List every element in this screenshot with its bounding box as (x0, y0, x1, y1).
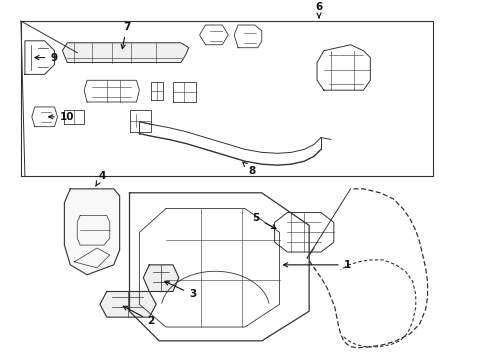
Text: 10: 10 (49, 112, 74, 122)
Text: 3: 3 (164, 281, 196, 300)
Text: 9: 9 (35, 53, 58, 63)
Text: 5: 5 (252, 213, 275, 229)
Text: 8: 8 (243, 162, 255, 176)
Polygon shape (143, 265, 179, 292)
Text: 6: 6 (315, 2, 322, 18)
Text: 1: 1 (283, 260, 350, 270)
Polygon shape (64, 189, 120, 275)
Text: 7: 7 (121, 22, 130, 49)
Text: 4: 4 (96, 171, 105, 186)
Polygon shape (100, 292, 156, 317)
Text: 2: 2 (123, 306, 155, 326)
Polygon shape (62, 43, 188, 63)
